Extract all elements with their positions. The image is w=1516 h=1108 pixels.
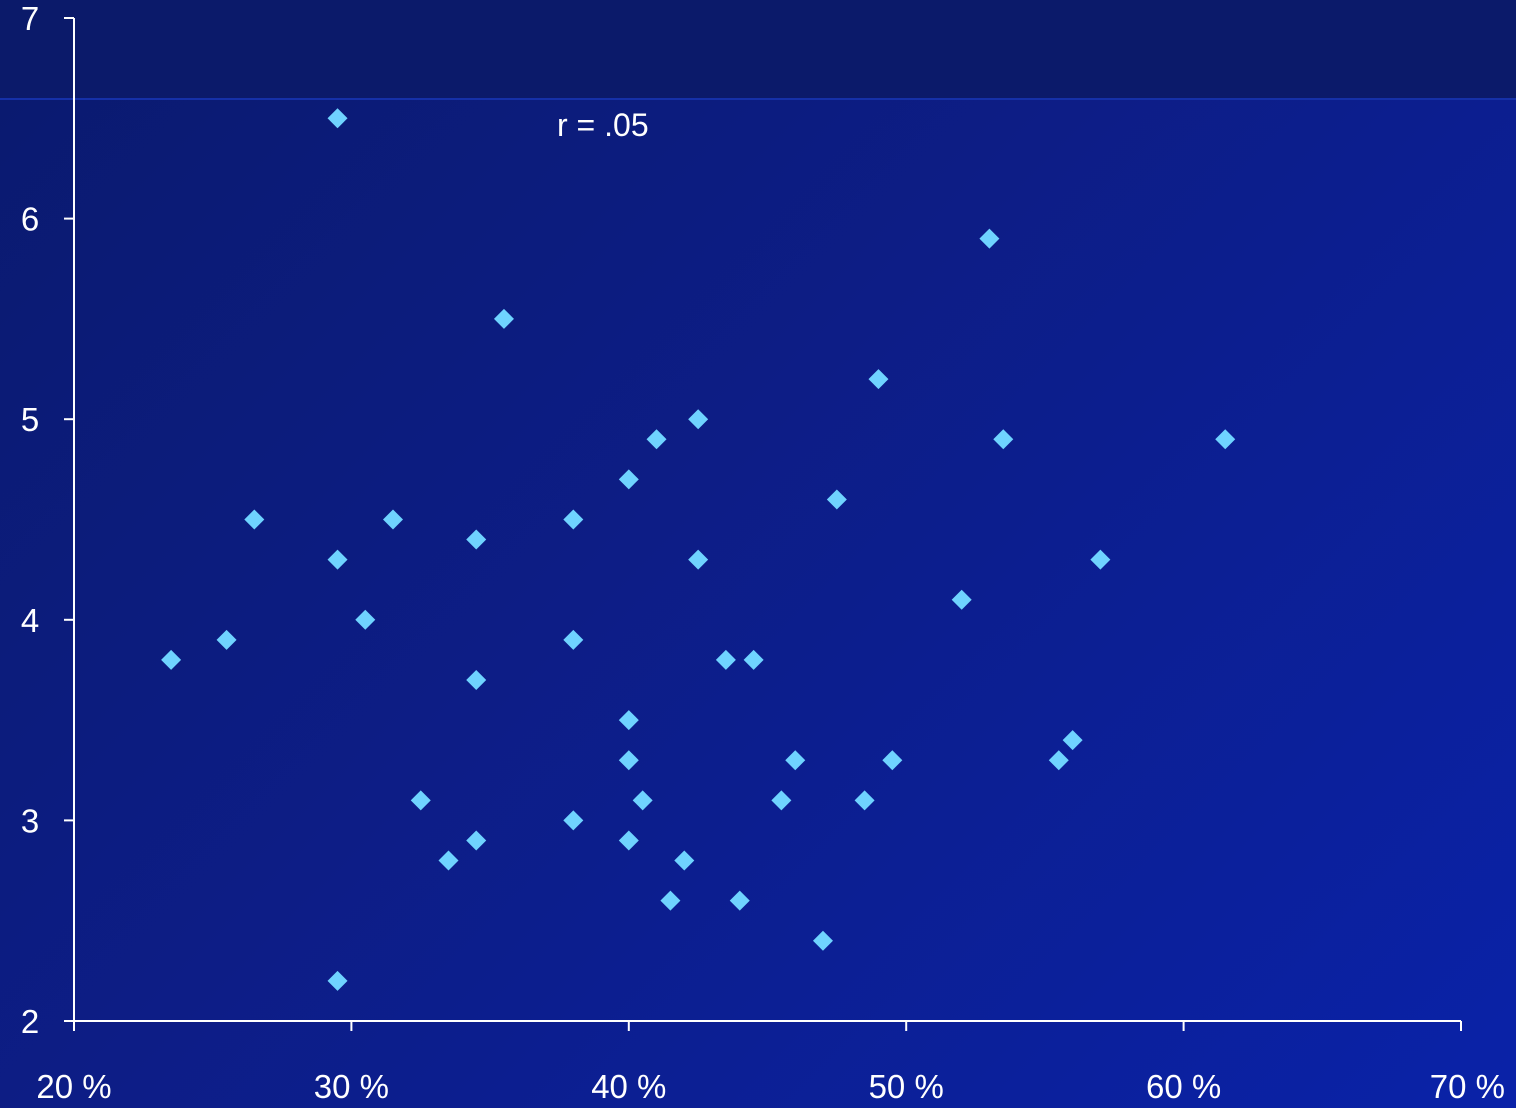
- data-point: [618, 710, 639, 731]
- data-points: [161, 108, 1236, 991]
- data-point: [466, 529, 487, 550]
- data-point: [563, 509, 584, 530]
- data-point: [993, 429, 1014, 450]
- data-point: [493, 308, 514, 329]
- data-point: [688, 549, 709, 570]
- y-tick-label: 6: [21, 201, 39, 238]
- data-point: [632, 790, 653, 811]
- data-point: [785, 750, 806, 771]
- data-point: [618, 469, 639, 490]
- axes: [73, 18, 1461, 1022]
- data-point: [618, 750, 639, 771]
- data-point: [729, 890, 750, 911]
- data-point: [383, 509, 404, 530]
- x-tick-label: 20 %: [36, 1068, 111, 1105]
- data-point: [1090, 549, 1111, 570]
- x-tick-label: 70 %: [1430, 1068, 1505, 1105]
- y-tick-label: 3: [21, 802, 39, 839]
- data-point: [715, 649, 736, 670]
- x-tick-label: 50 %: [869, 1068, 944, 1105]
- data-point: [951, 589, 972, 610]
- data-point: [563, 810, 584, 831]
- data-point: [410, 790, 431, 811]
- data-point: [466, 830, 487, 851]
- data-point: [327, 549, 348, 570]
- data-point: [646, 429, 667, 450]
- data-point: [743, 649, 764, 670]
- data-point: [1062, 730, 1083, 751]
- data-point: [882, 750, 903, 771]
- data-point: [660, 890, 681, 911]
- data-point: [327, 108, 348, 129]
- data-point: [812, 930, 833, 951]
- data-point: [161, 649, 182, 670]
- y-tick-label: 7: [21, 0, 39, 37]
- x-tick-label: 60 %: [1146, 1068, 1221, 1105]
- data-point: [327, 970, 348, 991]
- data-point: [355, 609, 376, 630]
- data-point: [438, 850, 459, 871]
- data-point: [688, 409, 709, 430]
- data-point: [1215, 429, 1236, 450]
- data-point: [216, 629, 237, 650]
- x-tick-label: 30 %: [314, 1068, 389, 1105]
- correlation-annotation: r = .05: [557, 107, 649, 143]
- data-point: [466, 669, 487, 690]
- data-point: [854, 790, 875, 811]
- data-point: [868, 369, 889, 390]
- data-point: [979, 228, 1000, 249]
- tick-group: 2 3 4 5 6 7 20 % 30 % 40 % 50 % 60 % 70 %: [21, 0, 1505, 1105]
- data-point: [1048, 750, 1069, 771]
- title-band: [0, 0, 1516, 100]
- data-point: [563, 629, 584, 650]
- data-point: [618, 830, 639, 851]
- data-point: [674, 850, 695, 871]
- data-point: [771, 790, 792, 811]
- y-tick-label: 5: [21, 401, 39, 438]
- x-tick-label: 40 %: [591, 1068, 666, 1105]
- y-tick-label: 4: [21, 602, 39, 639]
- data-point: [826, 489, 847, 510]
- y-tick-label: 2: [21, 1003, 39, 1040]
- data-point: [244, 509, 265, 530]
